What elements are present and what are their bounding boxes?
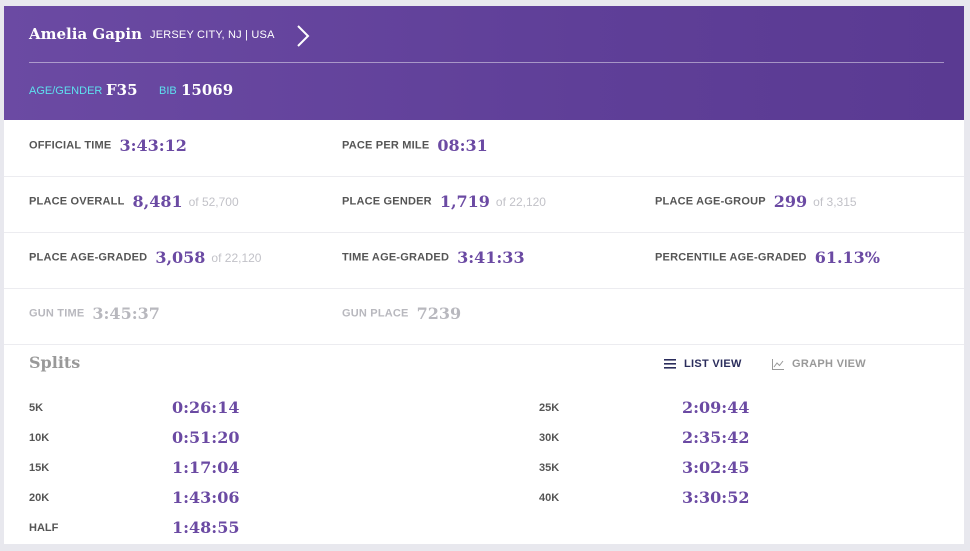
stat-of-total: of 22,120	[495, 194, 546, 209]
split-time: 0:26:14	[172, 398, 240, 417]
split-time: 0:51:20	[172, 428, 240, 447]
age-gender-value: F35	[106, 81, 138, 99]
stat-label: GUN PLACE	[342, 307, 409, 320]
bib-value: 15069	[181, 81, 234, 99]
runner-header: Amelia Gapin JERSEY CITY, NJ | USA AGE/G…	[4, 6, 964, 120]
split-time: 3:30:52	[682, 488, 750, 507]
stat-of-total: of 3,315	[813, 194, 857, 209]
place-overall: PLACE OVERALL 8,481 of 52,700	[29, 192, 239, 211]
gun-place: GUN PLACE 7239	[342, 304, 461, 323]
stats-row-1: OFFICIAL TIME 3:43:12 PACE PER MILE 08:31	[4, 120, 964, 177]
split-label: 35K	[539, 462, 560, 474]
graph-view-button[interactable]: GRAPH VIEW	[772, 358, 866, 370]
stat-value: 7239	[416, 304, 462, 323]
stat-value: 08:31	[437, 136, 488, 155]
split-label: 25K	[539, 402, 560, 414]
runner-name: Amelia Gapin	[29, 25, 143, 43]
results-card: Amelia Gapin JERSEY CITY, NJ | USA AGE/G…	[4, 6, 964, 544]
stat-label: PERCENTILE AGE-GRADED	[655, 251, 807, 264]
chevron-right-icon[interactable]	[294, 23, 312, 49]
stat-value: 299	[773, 192, 808, 211]
pace-per-mile: PACE PER MILE 08:31	[342, 136, 488, 155]
header-divider	[29, 62, 944, 63]
official-time: OFFICIAL TIME 3:43:12	[29, 136, 187, 155]
stat-label: TIME AGE-GRADED	[342, 251, 450, 264]
gun-time: GUN TIME 3:45:37	[29, 304, 160, 323]
stat-value: 3:45:37	[92, 304, 160, 323]
split-time: 2:09:44	[682, 398, 750, 417]
stat-value: 8,481	[132, 192, 183, 211]
stat-value: 1,719	[439, 192, 490, 211]
list-view-label: LIST VIEW	[684, 358, 742, 370]
split-label: 10K	[29, 432, 50, 444]
stat-label: PLACE AGE-GRADED	[29, 251, 148, 264]
split-label: 40K	[539, 492, 560, 504]
split-time: 1:17:04	[172, 458, 240, 477]
place-age-graded: PLACE AGE-GRADED 3,058 of 22,120	[29, 248, 261, 267]
split-label: 15K	[29, 462, 50, 474]
stat-label: OFFICIAL TIME	[29, 139, 112, 152]
split-time: 1:48:55	[172, 518, 240, 537]
stat-value: 3:43:12	[119, 136, 187, 155]
place-gender: PLACE GENDER 1,719 of 22,120	[342, 192, 546, 211]
stat-label: PACE PER MILE	[342, 139, 430, 152]
split-label: 30K	[539, 432, 560, 444]
stat-value: 3,058	[155, 248, 206, 267]
bib-label: BIB	[159, 85, 177, 97]
runner-location: JERSEY CITY, NJ | USA	[150, 29, 275, 41]
age-gender-label: AGE/GENDER	[29, 85, 103, 97]
splits-heading: Splits	[29, 353, 81, 372]
split-label: 20K	[29, 492, 50, 504]
stat-value: 61.13%	[814, 248, 881, 267]
stat-value: 3:41:33	[457, 248, 525, 267]
split-label: 5K	[29, 402, 44, 414]
stats-row-2: PLACE OVERALL 8,481 of 52,700 PLACE GENDER…	[4, 176, 964, 233]
percentile-age-graded: PERCENTILE AGE-GRADED 61.13%	[655, 248, 880, 267]
split-time: 1:43:06	[172, 488, 240, 507]
list-icon	[664, 359, 676, 369]
stat-label: PLACE OVERALL	[29, 195, 125, 208]
stat-label: PLACE GENDER	[342, 195, 432, 208]
stat-of-total: of 22,120	[211, 250, 262, 265]
stat-of-total: of 52,700	[188, 194, 239, 209]
time-age-graded: TIME AGE-GRADED 3:41:33	[342, 248, 525, 267]
split-label: HALF	[29, 522, 59, 534]
stats-row-4: GUN TIME 3:45:37 GUN PLACE 7239	[4, 288, 964, 345]
stat-label: GUN TIME	[29, 307, 85, 320]
line-chart-icon	[772, 358, 784, 370]
graph-view-label: GRAPH VIEW	[792, 358, 866, 370]
split-time: 3:02:45	[682, 458, 750, 477]
list-view-button[interactable]: LIST VIEW	[664, 358, 742, 370]
place-age-group: PLACE AGE-GROUP 299 of 3,315	[655, 192, 857, 211]
stats-row-3: PLACE AGE-GRADED 3,058 of 22,120 TIME AGE-…	[4, 232, 964, 289]
stat-label: PLACE AGE-GROUP	[655, 195, 766, 208]
split-time: 2:35:42	[682, 428, 750, 447]
